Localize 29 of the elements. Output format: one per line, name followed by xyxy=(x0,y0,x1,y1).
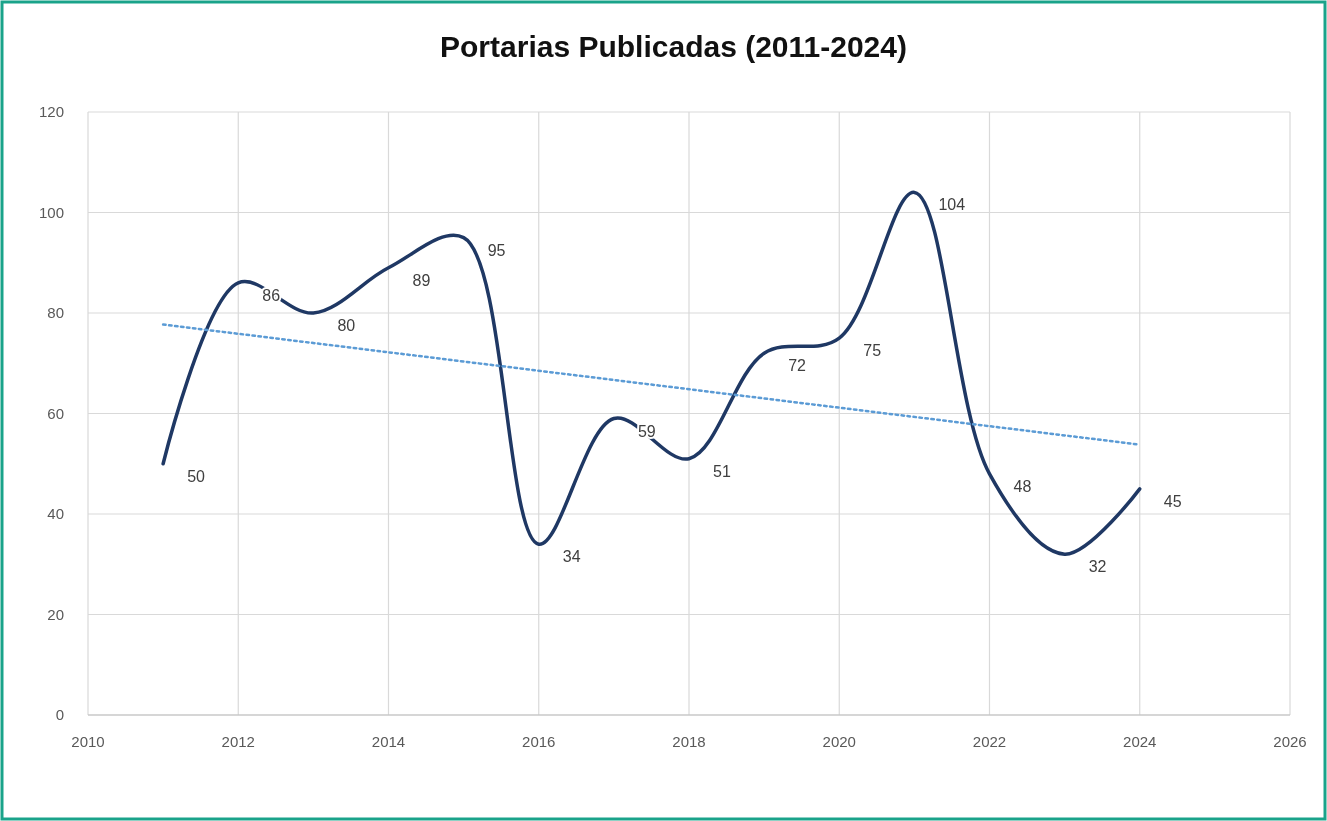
x-tick-label: 2012 xyxy=(221,733,255,750)
data-label: 34 xyxy=(562,548,581,566)
x-tick-label: 2026 xyxy=(1273,733,1307,750)
data-label: 50 xyxy=(187,467,206,485)
data-label: 75 xyxy=(863,342,882,360)
data-label: 95 xyxy=(487,241,506,259)
x-tick-label: 2018 xyxy=(672,733,706,750)
y-tick-label: 100 xyxy=(38,203,64,221)
y-tick-label: 80 xyxy=(47,304,64,322)
y-tick-label: 120 xyxy=(38,103,64,121)
x-tick-label: 2022 xyxy=(972,733,1007,750)
data-label: 80 xyxy=(337,317,356,334)
x-tick-label: 2010 xyxy=(71,733,105,750)
chart-title: Portarias Publicadas (2011-2024) xyxy=(440,30,907,63)
data-label: 72 xyxy=(788,357,807,375)
data-label: 32 xyxy=(1088,558,1107,576)
x-tick-label: 2024 xyxy=(1123,733,1157,750)
data-label: 45 xyxy=(1163,492,1182,510)
y-tick-label: 60 xyxy=(47,404,64,422)
data-label: 89 xyxy=(412,271,431,289)
x-tick-label: 2020 xyxy=(822,733,856,750)
y-tick-label: 20 xyxy=(47,605,64,623)
x-tick-label: 2014 xyxy=(371,733,406,750)
y-tick-label: 0 xyxy=(55,706,64,724)
data-label: 51 xyxy=(713,462,731,480)
data-label: 48 xyxy=(1013,477,1032,495)
data-label: 104 xyxy=(938,196,966,214)
y-tick-label: 40 xyxy=(47,505,64,523)
x-tick-label: 2016 xyxy=(522,733,556,750)
